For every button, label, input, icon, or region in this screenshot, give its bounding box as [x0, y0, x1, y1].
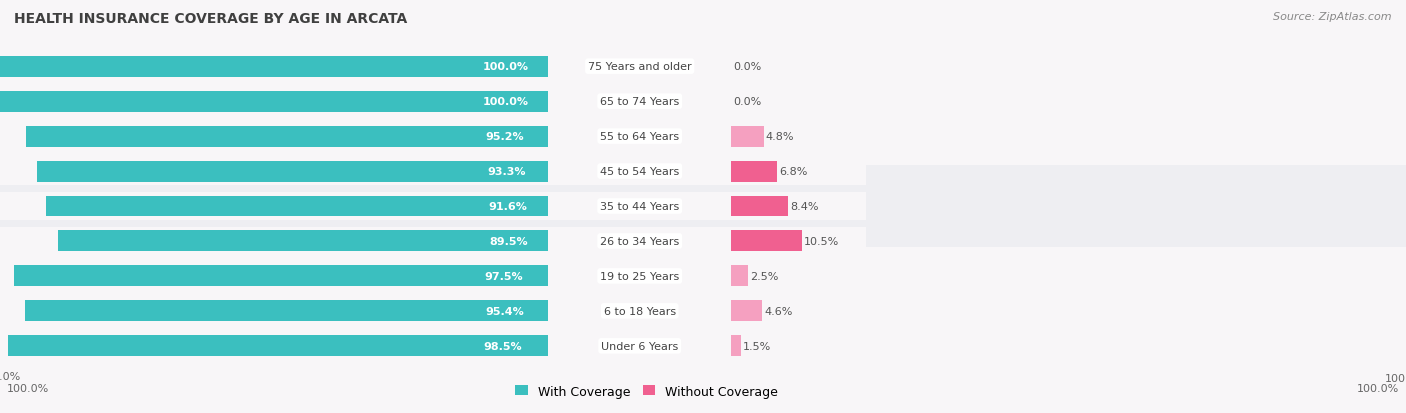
Bar	[0, 53, 548, 81]
Text: 93.3%: 93.3%	[486, 166, 526, 177]
Text: 89.5%: 89.5%	[489, 236, 529, 247]
Bar	[0, 332, 548, 360]
Bar	[731, 335, 741, 356]
Bar	[0, 91, 548, 112]
Bar	[731, 88, 866, 116]
Text: 10.5%: 10.5%	[804, 236, 839, 247]
Bar	[46, 196, 548, 217]
Bar	[731, 53, 866, 81]
Bar	[0, 298, 548, 324]
Bar	[0, 297, 548, 325]
Bar	[0, 88, 548, 116]
Text: Under 6 Years: Under 6 Years	[602, 341, 678, 351]
Bar	[0, 333, 548, 359]
Bar	[731, 161, 778, 182]
Bar	[0, 263, 548, 290]
Text: 4.6%: 4.6%	[765, 306, 793, 316]
Bar	[0, 124, 548, 150]
Bar	[0, 159, 548, 185]
Bar	[731, 126, 763, 147]
Bar	[731, 228, 866, 255]
Bar	[0, 228, 548, 255]
Text: HEALTH INSURANCE COVERAGE BY AGE IN ARCATA: HEALTH INSURANCE COVERAGE BY AGE IN ARCA…	[14, 12, 408, 26]
Bar	[731, 297, 866, 325]
Text: 0.0%: 0.0%	[733, 97, 762, 107]
Text: 8.4%: 8.4%	[790, 202, 818, 211]
Bar	[0, 89, 548, 115]
Text: 100.0%: 100.0%	[7, 383, 49, 393]
Bar	[731, 263, 866, 290]
Text: 95.2%: 95.2%	[485, 132, 524, 142]
Bar	[548, 123, 731, 150]
Bar	[27, 126, 548, 147]
Text: 65 to 74 Years: 65 to 74 Years	[600, 97, 679, 107]
Bar	[0, 228, 548, 254]
Text: 0.0%: 0.0%	[733, 62, 762, 72]
Bar	[731, 158, 866, 185]
FancyBboxPatch shape	[0, 247, 548, 413]
Bar	[731, 266, 748, 287]
Text: 98.5%: 98.5%	[484, 341, 522, 351]
Bar	[548, 158, 731, 185]
Bar	[0, 193, 548, 220]
Text: 35 to 44 Years: 35 to 44 Years	[600, 202, 679, 211]
Text: 75 Years and older: 75 Years and older	[588, 62, 692, 72]
Bar	[0, 54, 548, 80]
Bar	[548, 193, 731, 220]
Legend: With Coverage, Without Coverage: With Coverage, Without Coverage	[510, 380, 783, 403]
Bar	[0, 158, 548, 185]
Text: 4.8%: 4.8%	[765, 132, 794, 142]
Bar	[0, 123, 548, 150]
Text: 97.5%: 97.5%	[484, 271, 523, 281]
Text: 55 to 64 Years: 55 to 64 Years	[600, 132, 679, 142]
Bar	[548, 53, 731, 81]
Bar	[8, 335, 548, 356]
Bar	[0, 57, 548, 78]
Bar	[731, 196, 787, 217]
FancyBboxPatch shape	[548, 0, 731, 166]
Text: 2.5%: 2.5%	[749, 271, 779, 281]
Bar	[25, 301, 548, 322]
FancyBboxPatch shape	[548, 247, 731, 413]
Bar	[58, 231, 548, 252]
Bar	[548, 88, 731, 116]
Bar	[548, 297, 731, 325]
Bar	[548, 263, 731, 290]
Bar	[0, 263, 548, 289]
Text: 6.8%: 6.8%	[779, 166, 807, 177]
FancyBboxPatch shape	[731, 247, 1406, 413]
Text: 26 to 34 Years: 26 to 34 Years	[600, 236, 679, 247]
Text: 95.4%: 95.4%	[485, 306, 524, 316]
Text: 19 to 25 Years: 19 to 25 Years	[600, 271, 679, 281]
Bar	[548, 332, 731, 360]
Bar	[731, 231, 801, 252]
Bar	[0, 194, 548, 219]
Text: 91.6%: 91.6%	[488, 202, 527, 211]
Bar	[731, 123, 866, 150]
Text: 100.0%: 100.0%	[482, 62, 529, 72]
Text: 45 to 54 Years: 45 to 54 Years	[600, 166, 679, 177]
FancyBboxPatch shape	[0, 0, 548, 166]
Bar	[731, 301, 762, 322]
Bar	[37, 161, 548, 182]
Text: 1.5%: 1.5%	[744, 341, 772, 351]
FancyBboxPatch shape	[731, 0, 1406, 166]
Text: Source: ZipAtlas.com: Source: ZipAtlas.com	[1274, 12, 1392, 22]
Bar	[731, 193, 866, 220]
Text: 6 to 18 Years: 6 to 18 Years	[603, 306, 676, 316]
Text: 100.0%: 100.0%	[482, 97, 529, 107]
Bar	[14, 266, 548, 287]
Text: 100.0%: 100.0%	[1357, 383, 1399, 393]
Bar	[548, 228, 731, 255]
Bar	[731, 332, 866, 360]
